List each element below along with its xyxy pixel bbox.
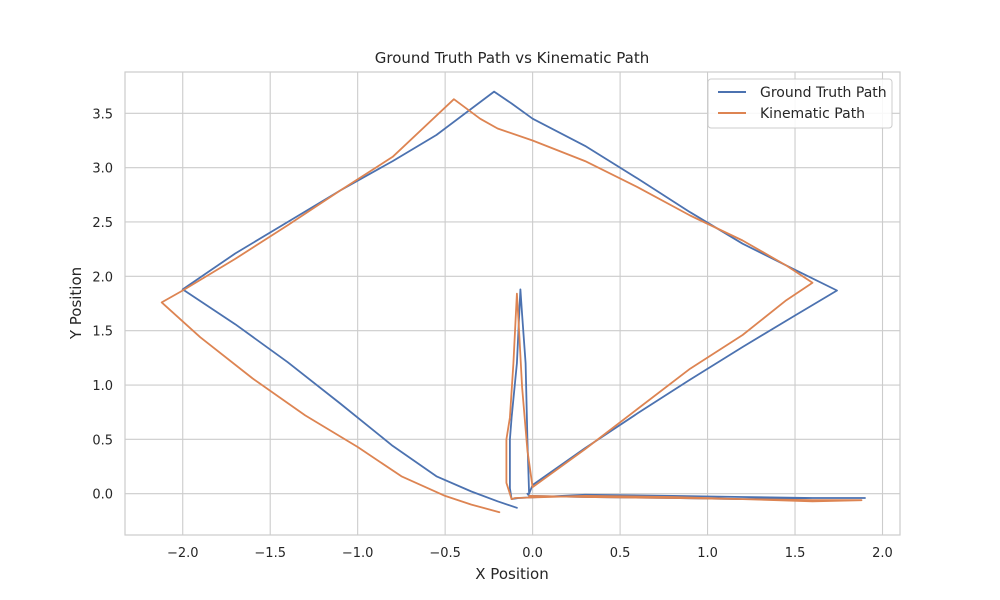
kinematic-path-line (160, 98, 863, 514)
y-tick-label: 0.0 (92, 488, 113, 503)
legend-box (707, 78, 893, 129)
y-tick-label: 1.0 (92, 379, 113, 394)
y-axis-label: Y Position (67, 267, 85, 340)
x-tick-label: 0.5 (610, 546, 631, 561)
x-tick-label: 1.5 (785, 546, 806, 561)
series-layer (160, 90, 866, 514)
y-tick-labels: 0.0 0.5 1.0 1.5 2.0 2.5 3.0 3.5 (92, 107, 113, 502)
y-tick-label: 2.0 (92, 270, 113, 285)
grid (125, 72, 900, 535)
x-tick-label: −0.5 (429, 546, 461, 561)
legend-label-ground-truth: Ground Truth Path (760, 85, 887, 101)
x-axis-label: X Position (475, 565, 548, 583)
legend-label-kinematic: Kinematic Path (760, 106, 865, 122)
ground-truth-path-line (181, 90, 866, 509)
y-tick-label: 2.5 (92, 216, 113, 231)
chart-title: Ground Truth Path vs Kinematic Path (375, 49, 649, 67)
x-tick-label: 2.0 (872, 546, 893, 561)
x-tick-label: −1.5 (254, 546, 286, 561)
y-tick-label: 0.5 (92, 433, 113, 448)
legend: Ground Truth Path Kinematic Path (707, 78, 893, 129)
y-tick-label: 3.0 (92, 162, 113, 177)
x-tick-label: −1.0 (342, 546, 374, 561)
plot-area (125, 72, 900, 535)
y-tick-label: 1.5 (92, 325, 113, 340)
x-tick-label: 1.0 (697, 546, 718, 561)
x-tick-label: −2.0 (167, 546, 199, 561)
x-tick-labels: −2.0 −1.5 −1.0 −0.5 0.0 0.5 1.0 1.5 2.0 (167, 546, 893, 561)
plot-frame (124, 71, 901, 536)
y-tick-label: 3.5 (92, 107, 113, 122)
x-tick-label: 0.0 (522, 546, 543, 561)
